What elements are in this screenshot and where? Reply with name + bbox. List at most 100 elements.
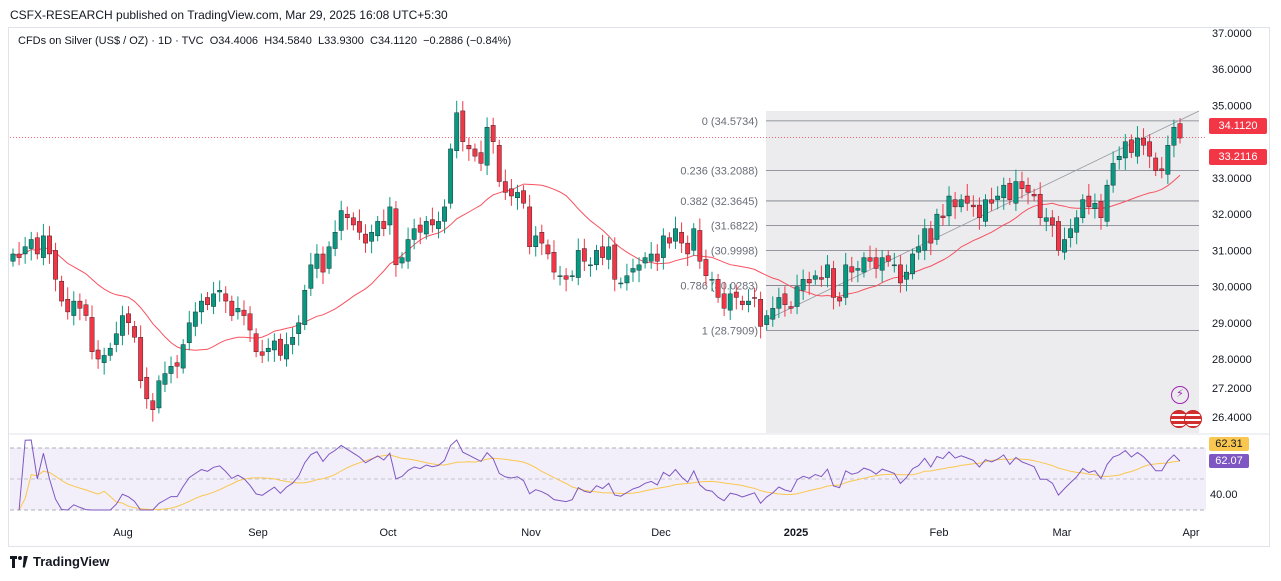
candle-body — [417, 224, 423, 233]
candle-body — [369, 232, 375, 242]
candle-body — [733, 291, 739, 298]
time-tick-label: Feb — [930, 527, 949, 539]
candle-body — [515, 192, 520, 199]
candle-body — [818, 277, 824, 280]
time-tick-label: Dec — [651, 527, 671, 539]
candle-body — [721, 293, 727, 309]
candle-body — [916, 246, 922, 253]
candle-body — [162, 373, 168, 385]
candle-body — [1128, 139, 1134, 153]
candle-body — [350, 217, 356, 226]
candle-body — [113, 333, 119, 345]
candle-body — [357, 221, 362, 233]
candle-body — [697, 230, 703, 262]
candle-body — [229, 300, 235, 316]
chart-frame — [8, 27, 1270, 547]
symbol-legend[interactable]: CFDs on Silver (US$ / OZ) · 1D · TVC O34… — [18, 35, 511, 47]
candle-body — [71, 300, 77, 316]
candle-body — [989, 199, 994, 204]
candle-body — [1001, 184, 1007, 199]
tradingview-logo-icon — [10, 555, 28, 568]
candle-body — [958, 199, 964, 208]
time-tick-label: 2025 — [784, 527, 808, 539]
candle-body — [490, 125, 496, 142]
candle-body — [873, 257, 879, 269]
price-tick-label: 31.0000 — [1212, 245, 1252, 257]
candle-body — [1068, 228, 1073, 238]
price-axis[interactable]: 37.0000 36.0000 35.0000 33.0000 32.0000 31.00… — [1212, 28, 1252, 424]
candle-body — [174, 362, 180, 367]
candle-body — [812, 275, 818, 280]
rsi-line — [18, 439, 1181, 511]
candle-body — [636, 264, 642, 271]
candle-body — [837, 297, 843, 302]
fib-level-label: 0.382 (32.3645) — [680, 196, 758, 208]
candle-body — [156, 380, 162, 409]
candle-body — [612, 244, 618, 280]
candle-body — [192, 311, 198, 327]
candle-body — [940, 215, 946, 218]
price-tick-label: 26.4000 — [1212, 412, 1252, 424]
candle-body — [1049, 217, 1055, 226]
time-tick-label: Nov — [521, 527, 541, 539]
candle-body — [867, 257, 873, 262]
candle-body — [320, 253, 326, 273]
candle-body — [1177, 123, 1183, 139]
candle-body — [132, 326, 137, 338]
candle-body — [241, 309, 247, 316]
candle-body — [496, 145, 502, 182]
candle-body — [16, 253, 22, 258]
tradingview-brand[interactable]: TradingView — [10, 554, 109, 569]
candle-body — [861, 257, 867, 273]
candle-body — [405, 239, 411, 262]
time-tick-label: Oct — [379, 527, 396, 539]
candle-body — [40, 235, 46, 258]
candle-body — [575, 250, 581, 278]
candle-body — [223, 293, 229, 302]
candle-body — [83, 304, 89, 316]
price-tick-label: 29.0000 — [1212, 318, 1252, 330]
candle-body — [551, 251, 557, 273]
candle-body — [22, 246, 28, 255]
candle-body — [442, 206, 447, 222]
time-tick-label: Mar — [1053, 527, 1072, 539]
candle-body — [502, 181, 508, 193]
candle-body — [727, 293, 733, 311]
candle-body — [806, 279, 812, 284]
candle-body — [375, 221, 381, 237]
fibonacci-levels[interactable]: 0 (34.5734) 0.236 (33.2088) 0.382 (32.3645… — [680, 116, 1199, 337]
fib-level-label: (31.6822) — [711, 221, 758, 233]
rsi-value-tag: 62.07 — [1209, 454, 1249, 468]
candle-body — [1019, 181, 1025, 189]
candle-body — [654, 253, 660, 262]
candle-body — [205, 297, 210, 305]
candle-body — [460, 110, 466, 142]
candle-body — [101, 355, 107, 363]
candle-body — [387, 206, 393, 226]
candle-body — [28, 239, 34, 249]
candle-body — [977, 204, 982, 218]
price-tick-label: 35.0000 — [1212, 100, 1252, 112]
candle-body — [65, 299, 71, 313]
candle-body — [970, 204, 976, 208]
candle-body — [794, 286, 800, 307]
time-axis[interactable]: Aug Sep Oct Nov Dec 2025 Feb Mar Apr — [113, 527, 1200, 539]
candle-body — [399, 257, 405, 264]
candle-body — [685, 242, 691, 255]
time-tick-label: Sep — [248, 527, 268, 539]
candle-body — [186, 322, 192, 343]
lightning-icon[interactable]: ⚡ — [1171, 386, 1189, 404]
candle-body — [758, 299, 764, 327]
candle-body — [922, 228, 928, 251]
close-value: C34.1120 — [370, 35, 417, 47]
time-tick-label: Apr — [1182, 527, 1199, 539]
candle-body — [429, 219, 435, 226]
price-tick-label: 33.0000 — [1212, 173, 1252, 185]
us-flag-icon[interactable] — [1184, 410, 1202, 428]
candle-body — [290, 337, 295, 345]
candle-body — [1147, 141, 1153, 157]
time-tick-label: Aug — [113, 527, 133, 539]
candles[interactable] — [10, 100, 1183, 422]
candle-body — [308, 264, 314, 289]
